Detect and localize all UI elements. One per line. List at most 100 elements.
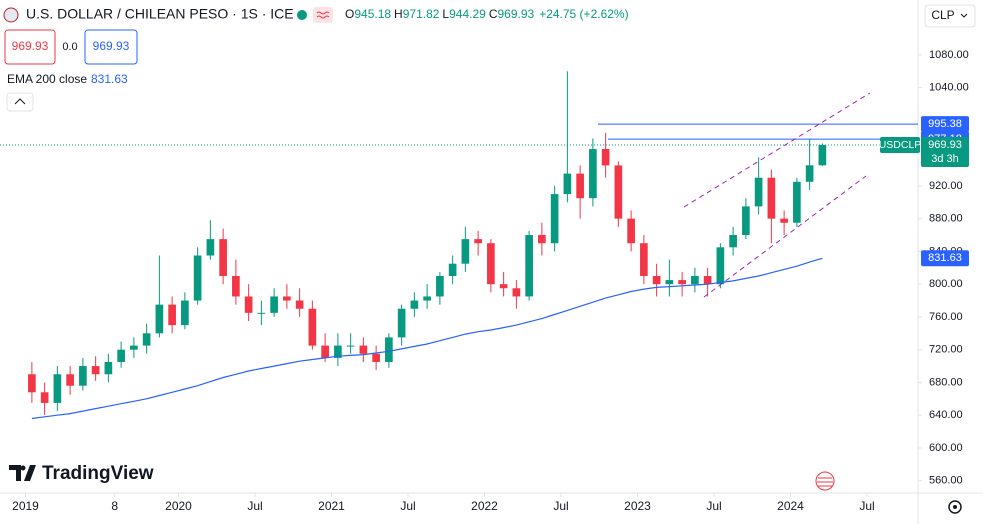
x-tick-label: Jul: [859, 499, 874, 513]
data-icon-glyph: [316, 11, 330, 19]
x-tick-label: 2021: [318, 499, 345, 513]
x-tick-label: 2024: [777, 499, 804, 513]
currency-button[interactable]: [924, 4, 976, 28]
candle-body: [754, 177, 763, 207]
x-tick-label: 2020: [165, 499, 192, 513]
candle-body: [130, 345, 138, 350]
candle-body: [410, 300, 419, 309]
candle-body: [28, 374, 36, 393]
candle-body: [640, 243, 648, 276]
candle-body: [436, 275, 444, 297]
ohlc-value: 969.93: [497, 7, 534, 21]
x-tick-label: 8: [111, 499, 118, 513]
ema-line: [31, 257, 823, 420]
candle-body: [474, 239, 482, 244]
sell-button[interactable]: [4, 29, 56, 65]
candle-body: [155, 304, 164, 334]
ema-label-bg: [921, 250, 969, 267]
symbol-label-bg: [880, 137, 920, 154]
candle-body: [308, 308, 317, 346]
ohlc-value: 971.82: [403, 7, 440, 21]
y-tick-label: 1040.00: [929, 82, 969, 94]
level-label: 995.38: [928, 118, 962, 130]
currency-caret: [960, 13, 968, 18]
event-flag[interactable]: [815, 471, 835, 491]
sell-price: 969.93: [12, 39, 49, 53]
candle-body: [346, 345, 355, 347]
event-flag-stripes: [817, 477, 833, 487]
y-tick-label: 920.00: [929, 180, 963, 192]
candle-body: [767, 177, 776, 219]
ohlc-legend: O 945.18 H 971.82 L 944.29 C 969.93 +24.75 (+2.6…: [345, 7, 629, 21]
last-price-bg: [921, 137, 969, 168]
candle-body: [614, 165, 623, 219]
candle-body: [589, 149, 597, 199]
candle-body: [627, 218, 635, 244]
candle-body: [257, 312, 266, 314]
candle-body: [601, 149, 610, 166]
candle-body: [117, 349, 125, 362]
candle-body: [729, 235, 737, 248]
y-tick-label: 680.00: [929, 376, 963, 388]
y-tick-label: 760.00: [929, 311, 963, 323]
collapse-button[interactable]: [6, 92, 34, 112]
x-tick-label: 2023: [624, 499, 651, 513]
y-tick-label: 1080.00: [929, 49, 969, 61]
x-tick-label: Jul: [553, 499, 568, 513]
symbol-title[interactable]: U.S. DOLLAR / CHILEAN PESO · 1S · ICE: [26, 6, 294, 22]
candle-body: [142, 333, 151, 346]
candle-body: [487, 243, 495, 285]
brand-logo-dot: [20, 465, 26, 471]
ohlc-label: H: [394, 7, 403, 21]
ohlc-change: +24.75 (+2.62%): [539, 7, 628, 21]
indicator-value: 831.63: [91, 72, 128, 86]
candle-body: [40, 392, 49, 403]
candle-body: [423, 296, 431, 301]
y-tick-label: 880.00: [929, 213, 963, 225]
settings-icon[interactable]: [948, 500, 962, 514]
candle-body: [270, 296, 278, 313]
buy-button[interactable]: [84, 29, 138, 65]
candle-body: [499, 284, 508, 289]
data-icon: [313, 7, 333, 23]
brand-logo: [9, 465, 36, 481]
candle-body: [66, 374, 74, 386]
ohlc-value: 945.18: [354, 7, 391, 21]
y-tick-label: 640.00: [929, 409, 963, 421]
candle-body: [79, 366, 87, 386]
candle-body: [193, 255, 202, 301]
candle-body: [665, 280, 674, 285]
x-tick-label: Jul: [247, 499, 262, 513]
plot: [0, 71, 918, 420]
indicator-name[interactable]: EMA 200 close: [7, 72, 87, 86]
ohlc-label: L: [442, 7, 449, 21]
candle-body: [359, 345, 368, 354]
candle-body: [91, 366, 100, 375]
candle-body: [295, 300, 304, 309]
candle-body: [448, 263, 457, 276]
candle-body: [525, 235, 533, 297]
candle-body: [385, 337, 393, 362]
candle-body: [550, 194, 559, 244]
candle-body: [168, 304, 176, 326]
x-tick-label: Jul: [706, 499, 721, 513]
candle-body: [321, 345, 329, 358]
candle-body: [232, 275, 240, 297]
ema-label: 831.63: [928, 252, 962, 264]
candle-body: [206, 239, 215, 256]
candle-body: [244, 296, 253, 313]
candle-body: [691, 275, 699, 285]
candle-body: [652, 275, 661, 285]
ohlc-label: O: [345, 7, 354, 21]
candle-body: [283, 296, 291, 301]
x-tick-label: 2022: [471, 499, 498, 513]
candle-body: [793, 181, 801, 223]
candle-body: [805, 165, 814, 182]
settings-icon-center: [953, 505, 957, 509]
candle-body: [372, 353, 380, 362]
candle-body: [461, 239, 470, 264]
y-tick-label: 560.00: [929, 475, 963, 487]
y-tick-label: 720.00: [929, 344, 963, 356]
symbol-flag: [3, 7, 19, 23]
symbol-label: USDCLP: [879, 139, 922, 151]
